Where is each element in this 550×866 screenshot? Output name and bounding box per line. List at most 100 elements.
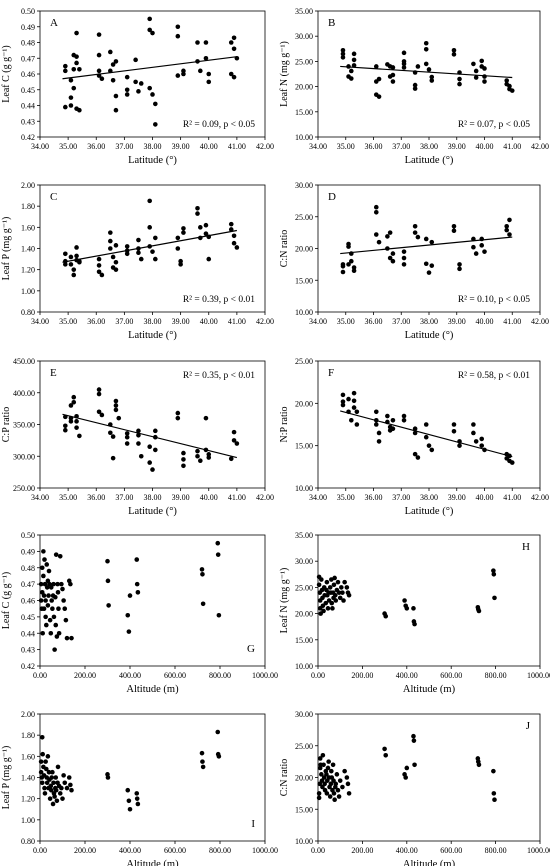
data-point bbox=[231, 240, 237, 246]
data-point bbox=[134, 791, 140, 796]
data-point bbox=[376, 430, 382, 436]
data-point bbox=[113, 59, 119, 64]
data-point bbox=[342, 579, 347, 585]
data-point bbox=[327, 794, 333, 799]
panel-b: 10.00 15.00 20.00 25.00 30.00 35.00 34.00 35.00… bbox=[279, 7, 549, 166]
panel-e: 250.00 300.00 350.00 400.00 450.00 34.00 35.00… bbox=[1, 357, 274, 517]
data-point bbox=[96, 387, 102, 392]
data-point bbox=[175, 73, 181, 78]
data-point bbox=[181, 71, 186, 77]
data-point bbox=[479, 243, 485, 248]
data-point bbox=[96, 409, 102, 415]
data-point bbox=[373, 232, 379, 237]
panel-letter: E bbox=[50, 367, 57, 379]
data-point bbox=[136, 250, 141, 256]
data-point bbox=[429, 74, 435, 80]
data-point bbox=[330, 606, 335, 611]
data-point bbox=[401, 417, 407, 423]
x-tick-label: 1000.00 bbox=[252, 671, 278, 680]
x-tick-label: 800.00 bbox=[485, 846, 507, 855]
data-point bbox=[491, 568, 496, 573]
x-tick-label: 36.00 bbox=[365, 493, 383, 502]
data-point bbox=[504, 223, 510, 229]
data-point bbox=[41, 606, 47, 611]
data-point bbox=[68, 403, 74, 408]
data-point bbox=[329, 600, 335, 606]
panel-letter: A bbox=[50, 17, 58, 29]
data-point bbox=[41, 593, 47, 598]
data-point bbox=[203, 231, 209, 236]
data-point bbox=[175, 24, 181, 30]
data-point bbox=[134, 796, 140, 801]
data-point bbox=[150, 30, 155, 36]
data-point bbox=[346, 244, 351, 249]
data-point bbox=[423, 434, 429, 440]
x-tick-label: 38.00 bbox=[144, 493, 162, 502]
data-point bbox=[46, 568, 52, 574]
y-tick-label: 400.00 bbox=[13, 389, 35, 398]
x-tick-label: 600.00 bbox=[164, 846, 186, 855]
plot-frame bbox=[317, 10, 541, 138]
x-tick-label: 36.00 bbox=[87, 317, 105, 326]
y-tick-label: 0.45 bbox=[21, 86, 35, 95]
data-point bbox=[390, 251, 396, 256]
data-point bbox=[373, 210, 379, 215]
data-point bbox=[48, 585, 54, 590]
y-tick-label: 0.48 bbox=[21, 564, 35, 573]
data-point bbox=[344, 585, 350, 590]
data-point bbox=[110, 78, 116, 83]
data-point bbox=[373, 204, 379, 210]
data-point bbox=[340, 51, 346, 57]
data-point bbox=[96, 52, 102, 58]
x-tick-label: 36.00 bbox=[365, 142, 383, 151]
x-axis-label: Latitude (°) bbox=[128, 155, 177, 166]
panel-a: 0.42 0.43 0.44 0.45 0.46 0.47 0.48 0.49 0.50 34.0… bbox=[1, 7, 274, 166]
y-axis-label: C:N ratio bbox=[279, 230, 290, 268]
y-axis-label: C:P ratio bbox=[1, 407, 12, 442]
data-point bbox=[319, 772, 324, 777]
data-point bbox=[153, 256, 158, 262]
data-point bbox=[135, 801, 141, 807]
data-point bbox=[61, 773, 66, 778]
data-point bbox=[198, 458, 203, 463]
y-tick-label: 35.00 bbox=[295, 531, 313, 540]
data-point bbox=[231, 35, 237, 41]
y-tick-label: 1.40 bbox=[21, 774, 35, 783]
data-point bbox=[451, 52, 457, 57]
data-point bbox=[195, 453, 200, 459]
data-point bbox=[68, 95, 74, 100]
data-point bbox=[63, 617, 69, 623]
data-point bbox=[42, 581, 48, 587]
data-point bbox=[136, 441, 141, 446]
data-point bbox=[71, 394, 77, 400]
data-point bbox=[74, 30, 79, 36]
data-point bbox=[426, 443, 432, 448]
data-point bbox=[231, 46, 237, 52]
data-point bbox=[401, 249, 407, 254]
y-tick-label: 20.00 bbox=[295, 774, 313, 783]
data-point bbox=[317, 756, 323, 761]
y-tick-label: 0.44 bbox=[21, 629, 35, 638]
panel-letter: C bbox=[50, 191, 57, 203]
data-point bbox=[133, 57, 138, 63]
data-point bbox=[96, 391, 102, 397]
data-point bbox=[390, 72, 396, 78]
y-tick-label: 0.43 bbox=[21, 117, 35, 126]
data-point bbox=[340, 399, 346, 404]
y-tick-label: 1.80 bbox=[21, 731, 35, 740]
data-point bbox=[228, 227, 234, 232]
stat-annotation: R² = 0.39, p < 0.01 bbox=[183, 295, 255, 305]
data-point bbox=[387, 230, 393, 235]
data-point bbox=[124, 74, 130, 80]
y-tick-label: 15.00 bbox=[295, 108, 313, 117]
data-point bbox=[135, 590, 141, 595]
data-point bbox=[43, 614, 48, 620]
data-point bbox=[51, 614, 57, 620]
data-point bbox=[231, 429, 237, 435]
x-tick-label: 40.00 bbox=[476, 142, 494, 151]
data-point bbox=[178, 258, 183, 264]
data-point bbox=[383, 752, 389, 758]
data-point bbox=[105, 775, 111, 780]
data-point bbox=[57, 791, 63, 796]
y-tick-label: 1.20 bbox=[21, 795, 35, 804]
